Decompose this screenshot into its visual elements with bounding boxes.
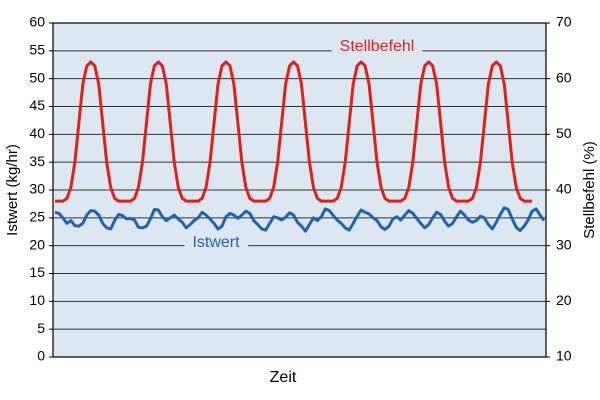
series-label-bg: [331, 36, 423, 58]
y-tick-label: 45: [29, 97, 45, 113]
y2-tick-label: 50: [556, 125, 572, 141]
y-tick-label: 60: [29, 14, 45, 30]
y2-tick-label: 20: [556, 292, 572, 308]
y2-tick-label: 40: [556, 181, 572, 197]
y-tick-label: 10: [29, 292, 45, 308]
y-tick-label: 15: [29, 264, 45, 280]
y2-axis-label: Stellbefehl (%): [581, 141, 598, 239]
y-tick-label: 55: [29, 42, 45, 58]
y-axis-label: Istwert (kg/hr): [4, 144, 21, 236]
y2-tick-label: 70: [556, 14, 572, 30]
y-tick-label: 30: [29, 181, 45, 197]
series-label: Istwert: [192, 234, 240, 251]
series-line: [54, 60, 533, 203]
x-axis-label: Zeit: [270, 369, 297, 386]
y-tick-label: 50: [29, 69, 45, 85]
series-label-bg: [184, 232, 249, 254]
plot-border: [52, 22, 547, 358]
y-tick-label: 0: [37, 348, 45, 364]
y-tick-label: 5: [37, 320, 45, 336]
y-tick-label: 40: [29, 125, 45, 141]
y-tick-label: 35: [29, 153, 45, 169]
series-label: Stellbefehl: [340, 38, 415, 55]
y2-tick-label: 30: [556, 236, 572, 252]
y-tick-label: 20: [29, 236, 45, 252]
y2-tick-label: 10: [556, 348, 572, 364]
y2-tick-label: 60: [556, 69, 572, 85]
y-tick-label: 25: [29, 209, 45, 225]
series-line: [54, 206, 546, 233]
